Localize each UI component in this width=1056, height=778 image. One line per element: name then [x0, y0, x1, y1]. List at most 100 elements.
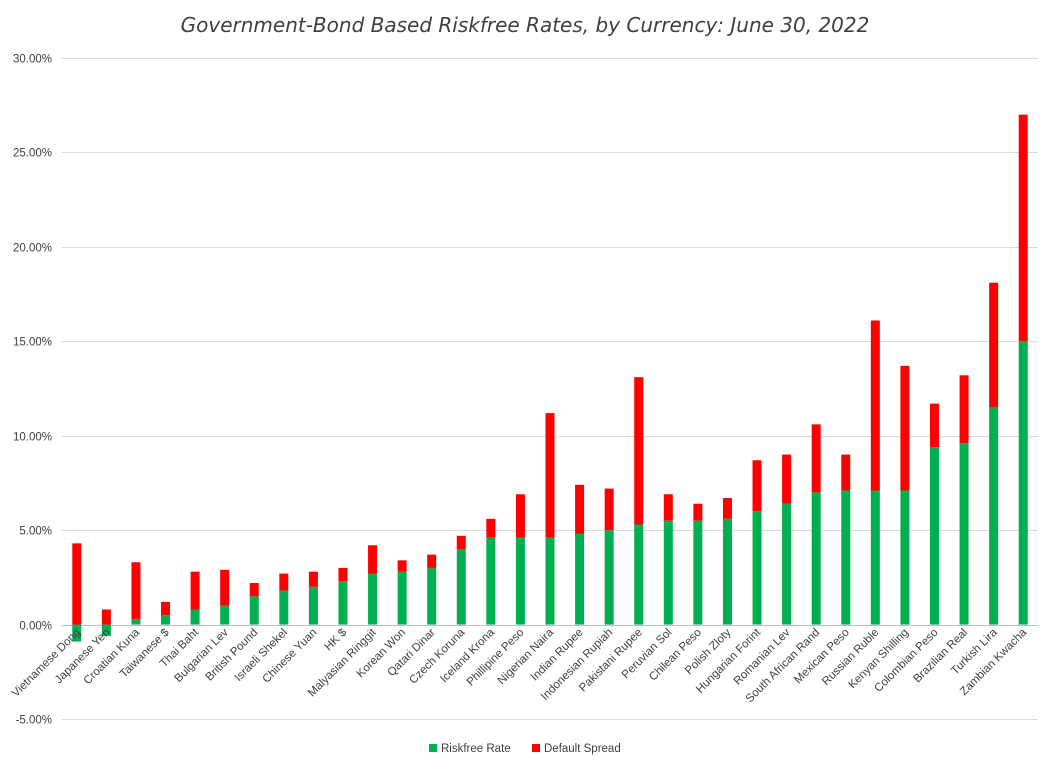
legend-swatch-default-spread [532, 744, 540, 752]
bar-riskfree-rate [427, 567, 437, 625]
bar-default-spread [811, 424, 821, 493]
bar-group-polish-zloty [722, 498, 732, 625]
bar-group-zambian-kwacha [1018, 114, 1028, 625]
bar-default-spread [870, 320, 880, 491]
bar-default-spread [249, 583, 259, 597]
legend-swatch-riskfree-rate [429, 744, 437, 752]
bar-group-croatian-kuna [131, 562, 141, 625]
bar-riskfree-rate [604, 530, 614, 625]
bar-riskfree-rate [161, 615, 171, 625]
bar-riskfree-rate [220, 605, 230, 625]
x-tick-label: Chinese Yuan [261, 627, 320, 686]
bar-group-turkish-lira [989, 282, 999, 625]
bar-riskfree-rate [545, 537, 555, 625]
bar-group-israeli-shekel [279, 573, 289, 625]
bar-riskfree-rate [989, 407, 999, 625]
bar-default-spread [220, 569, 230, 606]
bar-riskfree-rate [929, 447, 939, 625]
bar-group-taiwanese [161, 601, 171, 625]
bar-default-spread [575, 484, 585, 534]
bar-group-phillipine-peso [515, 494, 525, 625]
bar-riskfree-rate [279, 590, 289, 625]
bar-default-spread [545, 413, 555, 538]
bar-default-spread [663, 494, 673, 521]
y-tick-label: 20.00% [13, 243, 52, 255]
legend-label-default-spread: Default Spread [544, 743, 621, 755]
bar-riskfree-rate [338, 581, 348, 625]
bar-group-bulgarian-lev [220, 569, 230, 625]
bar-group-vietnamese-dong [72, 543, 82, 642]
bar-riskfree-rate [515, 537, 525, 625]
bar-default-spread [101, 609, 111, 625]
bar-default-spread [72, 543, 82, 625]
bar-riskfree-rate [308, 586, 318, 625]
bar-riskfree-rate [722, 518, 732, 625]
chart-title: Government-Bond Based Riskfree Rates, by… [181, 13, 870, 37]
bar-default-spread [161, 601, 171, 616]
bar-group-russian-ruble [870, 320, 880, 625]
bar-riskfree-rate [397, 571, 407, 625]
y-tick-label: 5.00% [19, 526, 52, 538]
bar-group-iceland-krona [486, 518, 496, 625]
bar-default-spread [131, 562, 141, 619]
bar-group-mexican-peso [841, 454, 851, 625]
bar-riskfree-rate [368, 573, 378, 625]
bar-group-qatari-dinar [427, 554, 437, 625]
bars [72, 114, 1028, 642]
bar-default-spread [1018, 114, 1028, 342]
bar-default-spread [841, 454, 851, 491]
bar-group-kenyan-shilling [900, 365, 910, 625]
bar-group-thai-baht [190, 571, 200, 625]
bar-group-south-african-rand [811, 424, 821, 625]
bar-group-japanese-yen [101, 609, 111, 636]
bar-riskfree-rate [131, 618, 141, 625]
bar-default-spread [397, 560, 407, 572]
legend-label-riskfree-rate: Riskfree Rate [441, 743, 511, 755]
bar-group-brazilian-real [959, 375, 969, 625]
bar-riskfree-rate [693, 520, 703, 625]
bar-riskfree-rate [900, 490, 910, 625]
bar-default-spread [368, 545, 378, 574]
bar-default-spread [634, 377, 644, 525]
bar-riskfree-rate [72, 624, 82, 642]
bar-default-spread [190, 571, 200, 610]
bar-group-colombian-peso [929, 403, 939, 625]
bar-group-hk [338, 567, 348, 625]
bar-default-spread [722, 498, 732, 519]
bar-riskfree-rate [870, 490, 880, 625]
bar-default-spread [279, 573, 289, 591]
bar-riskfree-rate [1018, 341, 1028, 625]
x-tick-label: HK $ [323, 626, 350, 653]
bar-group-indian-rupee [575, 484, 585, 625]
bar-default-spread [959, 375, 969, 444]
bar-riskfree-rate [811, 492, 821, 625]
y-tick-label: -5.00% [16, 715, 52, 727]
legend: Riskfree Rate Default Spread [429, 743, 621, 755]
bar-group-chilean-peso [693, 503, 703, 625]
bar-default-spread [752, 460, 762, 512]
bar-group-chinese-yuan [308, 571, 318, 625]
bar-default-spread [782, 454, 792, 504]
bar-riskfree-rate [752, 511, 762, 625]
bar-group-czech-koruna [456, 535, 466, 625]
bar-riskfree-rate [190, 609, 200, 625]
bar-riskfree-rate [634, 524, 644, 625]
bar-riskfree-rate [456, 549, 466, 625]
y-tick-label: 10.00% [13, 432, 52, 444]
bar-default-spread [456, 535, 466, 550]
bar-default-spread [486, 518, 496, 538]
y-tick-label: 15.00% [13, 337, 52, 349]
bar-default-spread [427, 554, 437, 568]
bar-group-nigerian-naira [545, 413, 555, 625]
y-tick-label: 25.00% [13, 148, 52, 160]
bar-group-indonesian-rupiah [604, 488, 614, 625]
y-axis-ticks: -5.00% 0.00% 5.00% 10.00% 15.00% 20.00% 25.00%… [13, 54, 52, 727]
bar-riskfree-rate [782, 503, 792, 625]
bar-group-british-pound [249, 583, 259, 625]
bar-group-korean-won [397, 560, 407, 625]
bar-default-spread [308, 571, 318, 587]
bar-group-hungarian-forint [752, 460, 762, 625]
